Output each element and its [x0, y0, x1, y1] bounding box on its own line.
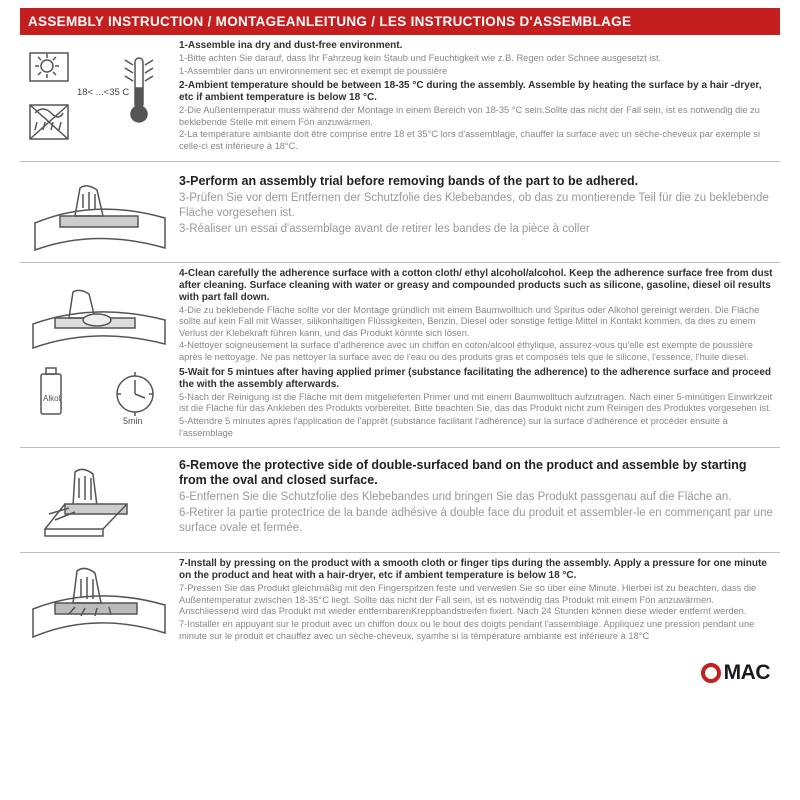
- step-2-title: 2-Ambient temperature should be between …: [179, 80, 774, 104]
- temp-range-label: 18< ...<35 C: [77, 87, 129, 98]
- step-1-fr: 1-Assembler dans un environnement sec et…: [179, 66, 774, 78]
- section-5: 7-Install by pressing on the product wit…: [20, 553, 780, 655]
- step-5-title: 5-Wait for 5 mintues after having applie…: [179, 367, 774, 391]
- trial-assembly-icon: [25, 168, 170, 256]
- press-install-icon: [25, 559, 170, 649]
- step-5-de: 5-Nach der Reinigung ist die Fläche mit …: [179, 392, 774, 415]
- footer: MAC: [20, 655, 780, 685]
- step-1-title: 1-Assemble ina dry and dust-free environ…: [179, 40, 774, 52]
- page-container: ASSEMBLY INSTRUCTION / MONTAGEANLEITUNG …: [0, 0, 800, 800]
- step-5-block: 5-Wait for 5 mintues after having applie…: [179, 367, 774, 439]
- text-col-2: 3-Perform an assembly trial before remov…: [175, 162, 780, 262]
- step-6-fr: 6-Retirer la partie protectrice de la ba…: [179, 506, 774, 536]
- icon-col-4: [20, 448, 175, 552]
- step-7-title: 7-Install by pressing on the product wit…: [179, 558, 774, 582]
- logo-ring-icon: [701, 663, 721, 683]
- text-col-1: 1-Assemble ina dry and dust-free environ…: [175, 35, 780, 161]
- step-6-de: 6-Entfernen Sie die Schutzfolie des Kleb…: [179, 490, 774, 505]
- section-4: 6-Remove the protective side of double-s…: [20, 448, 780, 553]
- step-3-fr: 3-Réaliser un essai d'assemblage avant d…: [179, 222, 774, 237]
- step-2-block: 2-Ambient temperature should be between …: [179, 80, 774, 152]
- icon-col-1: 18< ...<35 C: [20, 35, 175, 161]
- step-4-title: 4-Clean carefully the adherence surface …: [179, 268, 774, 304]
- bottle-label: Alkol: [43, 394, 61, 403]
- header-bar: ASSEMBLY INSTRUCTION / MONTAGEANLEITUNG …: [20, 8, 780, 35]
- step-3-title: 3-Perform an assembly trial before remov…: [179, 174, 774, 189]
- step-2-de: 2-Die Außentemperatur muss während der M…: [179, 105, 774, 128]
- text-col-3: 4-Clean carefully the adherence surface …: [175, 263, 780, 447]
- logo-text: MAC: [724, 661, 770, 685]
- step-1-block: 1-Assemble ina dry and dust-free environ…: [179, 40, 774, 77]
- step-5-fr: 5-Attendre 5 minutes après l'application…: [179, 416, 774, 439]
- icon-col-3: Alkol 5min: [20, 263, 175, 447]
- section-3: Alkol 5min 4-Clean carefully the adheren…: [20, 263, 780, 448]
- section-2: 3-Perform an assembly trial before remov…: [20, 162, 780, 263]
- header-title: ASSEMBLY INSTRUCTION / MONTAGEANLEITUNG …: [28, 14, 631, 29]
- text-col-4: 6-Remove the protective side of double-s…: [175, 448, 780, 552]
- step-6-title: 6-Remove the protective side of double-s…: [179, 458, 774, 488]
- primer-wait-icon: Alkol 5min: [25, 366, 170, 426]
- env-temp-icon: 18< ...<35 C: [25, 50, 170, 145]
- timer-label: 5min: [123, 416, 143, 426]
- section-1: 18< ...<35 C 1-Assemble ina dry and dust…: [20, 35, 780, 162]
- step-7-de: 7-Pressen Sie das Produkt gleichmäßig mi…: [179, 583, 774, 618]
- step-4-de: 4-Die zu beklebende Fläche sollte vor de…: [179, 305, 774, 340]
- icon-col-5: [20, 553, 175, 655]
- step-2-fr: 2-La température ambiante doit être comp…: [179, 129, 774, 152]
- clean-surface-icon: [25, 284, 170, 362]
- step-3-de: 3-Prüfen Sie vor dem Entfernen der Schut…: [179, 191, 774, 221]
- step-4-block: 4-Clean carefully the adherence surface …: [179, 268, 774, 364]
- step-4-fr: 4-Nettoyer soigneusement la surface d'ad…: [179, 340, 774, 363]
- step-7-fr: 7-Installer en appuyant sur le produit a…: [179, 619, 774, 642]
- icon-col-2: [20, 162, 175, 262]
- step-1-de: 1-Bitte achten Sie darauf, dass Ihr Fahr…: [179, 53, 774, 65]
- remove-band-icon: [25, 454, 170, 546]
- brand-logo: MAC: [701, 661, 770, 685]
- text-col-5: 7-Install by pressing on the product wit…: [175, 553, 780, 655]
